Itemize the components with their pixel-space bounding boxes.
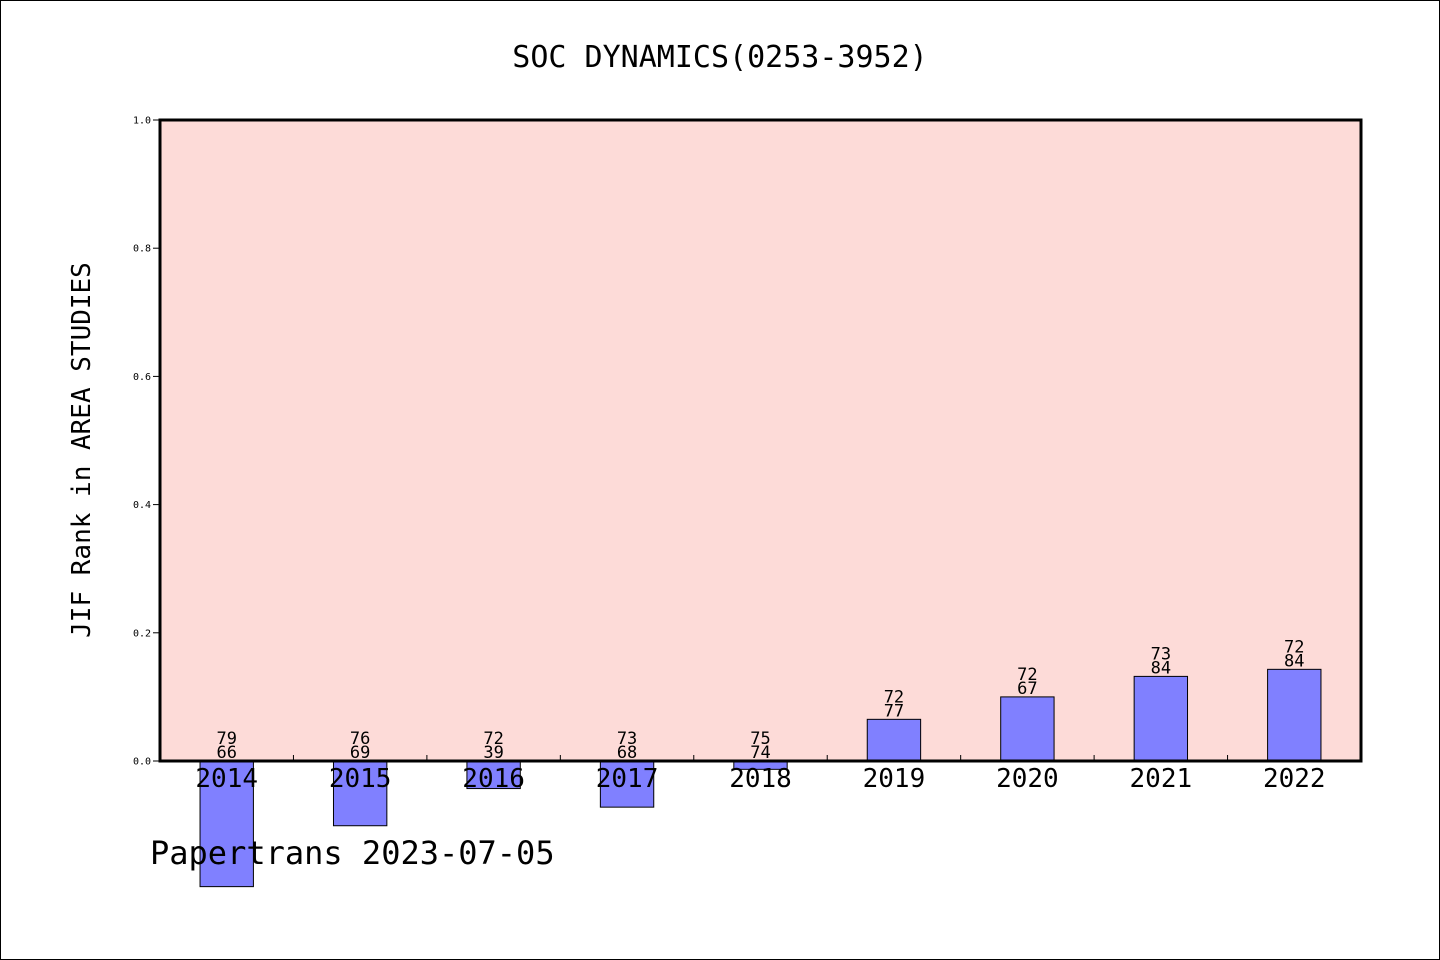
bar [1000,696,1055,762]
data-label-top: 73 [1151,644,1171,664]
x-tick-label: 2021 [1130,764,1193,794]
data-label-top: 75 [750,729,770,749]
bar [599,760,655,808]
y-tick-label: 0.4 [133,500,151,511]
x-tick-label: 2020 [996,764,1059,794]
data-label-top: 79 [216,729,236,749]
x-tick-label: 2018 [729,764,792,794]
data-label-top: 72 [1017,665,1037,685]
bar [466,760,521,790]
x-tick-label: 2014 [195,764,258,794]
y-tick-label: 1.0 [133,116,151,127]
y-tick-label: 0.8 [133,244,151,255]
data-label-top: 72 [1284,637,1304,657]
data-label-bottom: 66 [216,743,236,763]
x-tick-label: 2019 [863,764,926,794]
x-tick-label: 2017 [596,764,659,794]
footer-watermark: Papertrans 2023-07-05 [150,834,555,872]
plot-area [160,120,1361,761]
chart-title: SOC DYNAMICS(0253-3952) [512,40,927,75]
bar [866,718,922,762]
data-label-bottom: 67 [1017,679,1037,699]
y-tick-label: 0.2 [133,628,151,639]
data-label-top: 76 [350,729,370,749]
data-label-bottom: 69 [350,743,370,763]
y-tick-label: 0.0 [133,757,151,768]
data-label-bottom: 84 [1151,658,1171,678]
bar [199,760,254,888]
data-label-bottom: 84 [1284,651,1304,671]
data-label-bottom: 77 [884,701,904,721]
y-axis-label: JIF Rank in AREA STUDIES [67,262,97,638]
data-label-bottom: 68 [617,743,637,763]
data-label-bottom: 39 [483,743,503,763]
plot-border [158,118,1363,763]
y-tick-label: 0.6 [133,372,151,383]
x-tick-label: 2016 [462,764,525,794]
bar [1267,668,1322,762]
x-tick-label: 2022 [1263,764,1326,794]
data-label-top: 72 [483,729,503,749]
bar [1133,675,1189,762]
data-label-top: 73 [617,729,637,749]
data-label-bottom: 74 [750,743,770,763]
data-label-top: 72 [884,687,904,707]
x-tick-label: 2015 [329,764,392,794]
